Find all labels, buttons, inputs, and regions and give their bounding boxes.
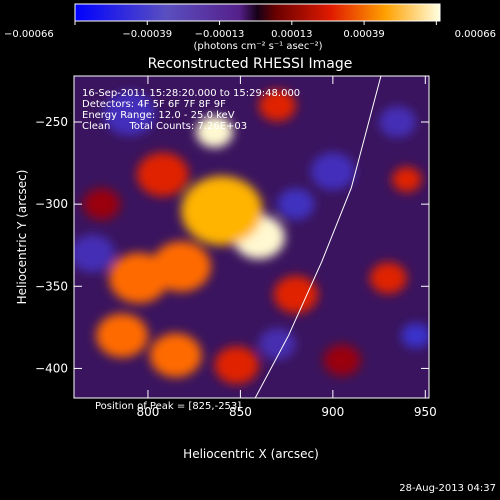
intensity-map	[74, 89, 429, 385]
footer-timestamp: 28-Aug-2013 04:37	[399, 483, 496, 494]
intensity-blob	[369, 262, 407, 294]
annotation-time: 16-Sep-2011 15:28:20.000 to 15:29:48.000	[82, 88, 300, 99]
chart-title: Reconstructed RHESSI Image	[148, 56, 353, 72]
intensity-blob	[196, 116, 234, 148]
y-tick-label: −300	[35, 197, 68, 211]
solar-limb-line	[254, 76, 382, 398]
annotation-detectors: Detectors: 4F 5F 6F 7F 8F 9F	[82, 99, 226, 110]
colorbar-tick-label: −0.00066	[4, 29, 54, 40]
intensity-blob	[96, 313, 148, 358]
intensity-blob	[181, 176, 263, 246]
x-axis: 800 850 900 950	[137, 76, 437, 419]
x-tick-label: 850	[229, 405, 252, 419]
colorbar-ticks: −0.00066 −0.00039 −0.00013 0.00013 0.00039 0.…	[4, 21, 496, 40]
plot-frame	[73, 75, 430, 399]
y-axis-label: Heliocentric Y (arcsec)	[15, 170, 29, 305]
colorbar	[74, 3, 441, 22]
intensity-blob	[258, 89, 296, 122]
colorbar-tick-label: 0.00039	[343, 29, 384, 40]
peak-position-label: Position of Peak = [825,-253]	[95, 401, 241, 412]
colorbar-unit-label: (photons cm⁻² s⁻¹ asec⁻²)	[193, 41, 322, 52]
intensity-blob	[151, 241, 211, 292]
annotation-counts: Clean Total Counts: 7.26E+03	[82, 121, 247, 132]
intensity-blob	[323, 344, 361, 376]
annotation-energy: Energy Range: 12.0 - 25.0 keV	[82, 110, 235, 121]
intensity-blob	[149, 333, 202, 378]
x-tick-label: 900	[321, 405, 344, 419]
intensity-blob	[214, 346, 259, 385]
x-tick-label: 800	[137, 405, 160, 419]
colorbar-tick-label: −0.00039	[122, 29, 172, 40]
intensity-blob	[310, 152, 356, 191]
intensity-blob	[258, 328, 296, 360]
annotation-block: 16-Sep-2011 15:28:20.000 to 15:29:48.000…	[82, 88, 300, 132]
intensity-blob	[74, 234, 115, 273]
colorbar-tick-label: 0.00013	[271, 29, 312, 40]
intensity-blob	[273, 275, 319, 314]
intensity-blob	[277, 188, 315, 220]
intensity-blob	[401, 323, 429, 349]
colorbar-tick-label: 0.00066	[455, 29, 496, 40]
y-tick-label: −250	[35, 115, 68, 129]
y-axis: −250 −300 −350 −400	[35, 115, 429, 375]
intensity-blob	[379, 106, 417, 138]
x-tick-label: 950	[414, 405, 437, 419]
intensity-blob	[83, 188, 121, 220]
colorbar-tick-label: −0.00013	[195, 29, 245, 40]
intensity-blob	[136, 152, 189, 197]
y-tick-label: −350	[35, 279, 68, 293]
intensity-blob	[392, 166, 422, 193]
y-tick-label: −400	[35, 361, 68, 375]
intensity-blob	[103, 91, 156, 136]
x-axis-label: Heliocentric X (arcsec)	[183, 447, 319, 461]
